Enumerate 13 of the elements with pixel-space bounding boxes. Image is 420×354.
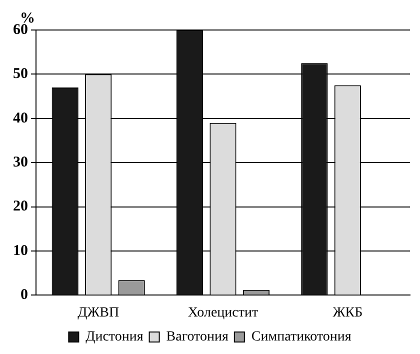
y-tick-label: 0 [20, 287, 28, 304]
legend-label: Ваготония [166, 330, 229, 345]
legend-label: Дистония [86, 330, 144, 345]
y-tick-label: 50 [13, 66, 28, 82]
legend-label: Симпатикотония [251, 330, 352, 345]
y-tick-label: 10 [13, 242, 28, 259]
x-tick-label: ДЖВП [78, 305, 120, 320]
y-tick-label: 40 [13, 110, 28, 126]
y-tick-label: 60 [13, 22, 28, 38]
x-tick-label: Холецистит [188, 305, 258, 320]
y-tick-label: 30 [13, 154, 28, 170]
x-tick-label: ЖКБ [332, 305, 363, 320]
y-tick-label: 20 [13, 198, 28, 215]
